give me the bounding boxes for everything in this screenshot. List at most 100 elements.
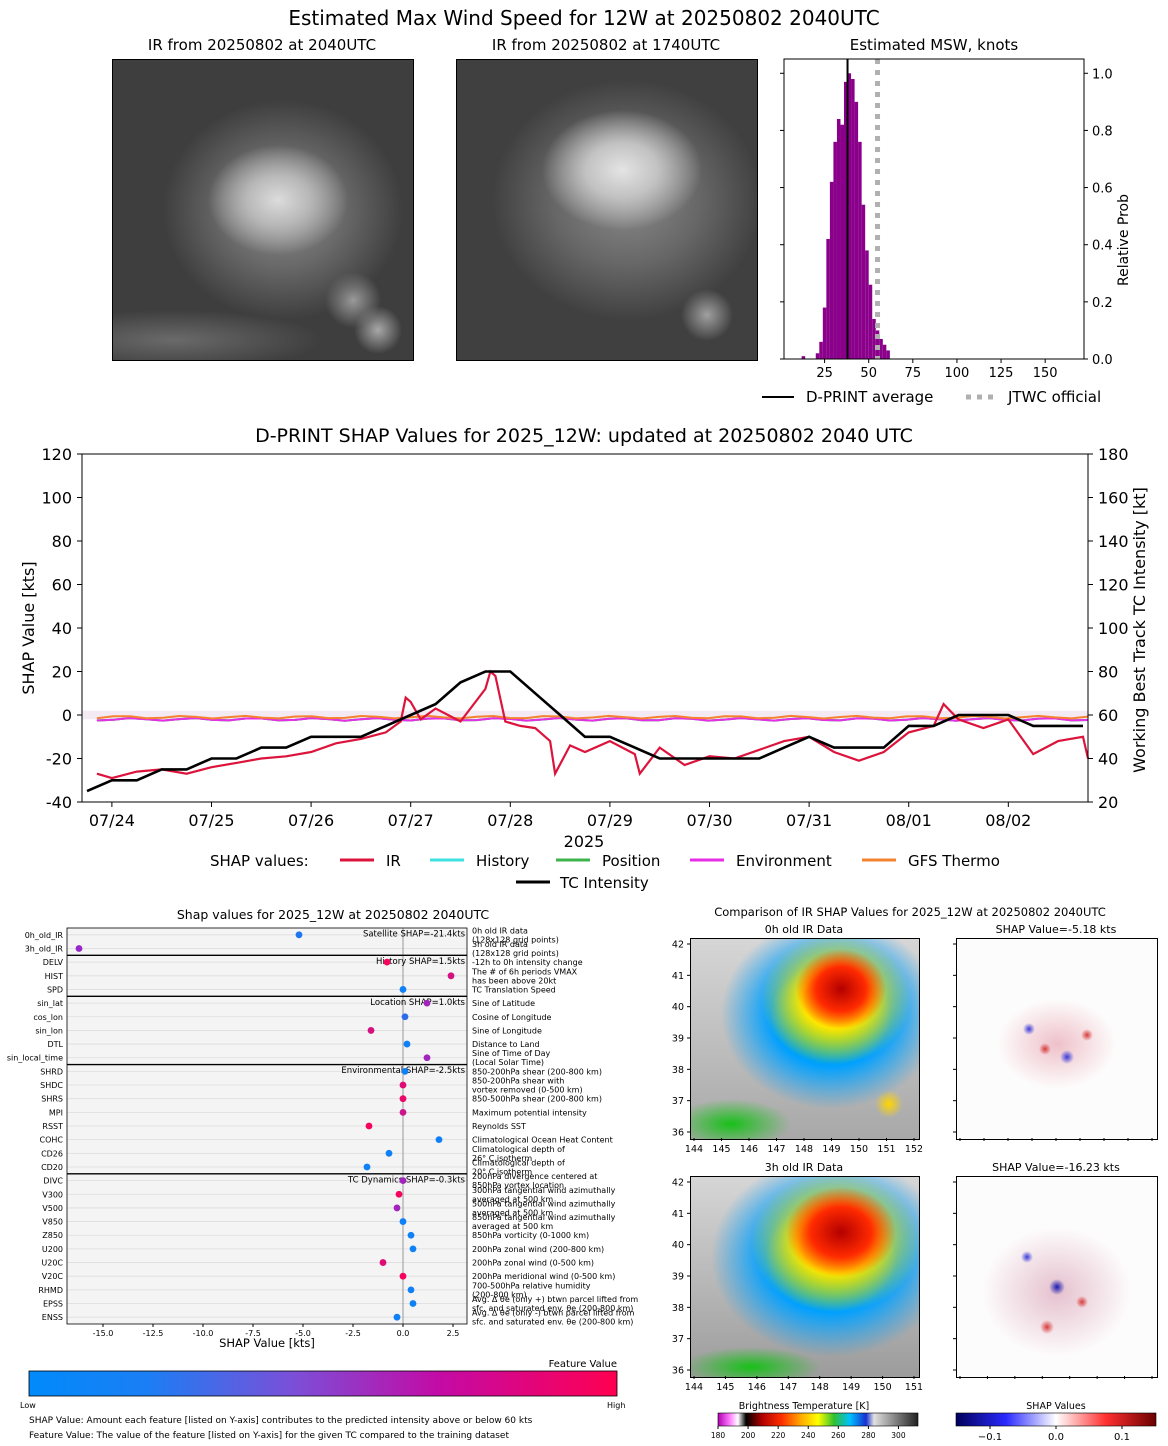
feature-point	[383, 958, 391, 966]
ts-ytick-label: 40	[52, 619, 72, 638]
shap-colorbar-tick-label: 0.1	[1114, 1432, 1130, 1443]
feature-description: Sine of Time of Day	[472, 1049, 551, 1058]
hist-bar	[819, 341, 823, 359]
hist-bar	[865, 250, 869, 359]
feature-description: Climatological depth of	[472, 1145, 565, 1154]
ir-xtick-label: 147	[779, 1382, 797, 1393]
timeseries-ylabel-left: SHAP Value [kts]	[19, 561, 38, 694]
ir-ytick-label: 36	[672, 1366, 684, 1377]
ts-ytick-right-label: 100	[1098, 619, 1129, 638]
hist-bar	[833, 141, 837, 359]
feature-description: -12h to 0h intensity change	[472, 958, 583, 967]
feature-colorbar-high: High	[607, 1401, 625, 1410]
feature-label: SHRD	[40, 1067, 63, 1076]
ir-xtick-label: 151	[905, 1382, 923, 1393]
feature-description: sfc. and saturated env. θe (200-800 km)	[472, 1318, 633, 1327]
feature-xtick-label: -10.0	[193, 1329, 214, 1338]
ir-xtick-label: 145	[716, 1382, 734, 1393]
hist-bar	[868, 284, 873, 359]
ir-xtick-label: 150	[874, 1382, 892, 1393]
feature-description: Avg. Δ θe (only +) btwn parcel lifted fr…	[472, 1295, 638, 1304]
group-label: Location SHAP=1.0kts	[370, 998, 465, 1008]
shap-colorbar-tick-label: −0.1	[978, 1432, 1002, 1443]
ir-ytick-label: 39	[672, 1272, 684, 1283]
feature-description: The # of 6h periods VMAX	[471, 967, 578, 976]
feature-point	[399, 1218, 407, 1225]
feature-description: averaged at 500 km	[472, 1208, 553, 1217]
feature-description: Sine of Longitude	[472, 1026, 542, 1035]
hist-bar	[854, 101, 859, 359]
shap-colorbar-tick-label: 0.0	[1048, 1432, 1064, 1443]
ts-ytick-right-label: 60	[1098, 706, 1118, 725]
ts-ytick-right-label: 120	[1098, 576, 1129, 595]
msw-histogram-title: Estimated MSW, knots	[850, 36, 1019, 54]
hist-xtick-label: 25	[816, 366, 833, 381]
feature-plot-frame	[66, 927, 468, 1325]
ir-ytick-label: 36	[672, 1128, 684, 1139]
feature-description: Climatological Ocean Heat Content	[472, 1136, 613, 1145]
ir-ytick-label: 37	[672, 1334, 684, 1345]
timeseries-xlabel: 2025	[564, 832, 605, 851]
ir-xtick-label: 149	[822, 1144, 840, 1155]
hist-bar	[861, 204, 866, 359]
bt-colorbar-title: Brightness Temperature [K]	[739, 1401, 869, 1412]
ts-ytick-label: 120	[41, 445, 72, 464]
feature-description: Reynolds SST	[472, 1122, 526, 1131]
feature-label: MPI	[49, 1108, 63, 1117]
feature-point	[399, 1081, 407, 1089]
group-label: Satellite SHAP=-21.4kts	[363, 930, 466, 940]
feature-label: DTL	[47, 1040, 63, 1049]
feature-description: TC Translation Speed	[471, 985, 556, 994]
ir-xtick-label: 146	[740, 1144, 758, 1155]
feature-point	[447, 972, 455, 980]
hist-ytick-label: 0.8	[1092, 124, 1113, 139]
legend-history-label: History	[476, 852, 529, 870]
feature-point	[367, 1027, 375, 1034]
ts-xtick-label: 07/24	[89, 811, 135, 830]
feature-point	[423, 1054, 431, 1062]
feature-xtick-label: -5.0	[295, 1329, 311, 1338]
hist-bar	[844, 81, 848, 359]
ts-xtick-label: 07/29	[587, 811, 633, 830]
figure-title: Estimated Max Wind Speed for 12W at 2025…	[288, 6, 880, 30]
feature-xtick-label: -2.5	[345, 1329, 361, 1338]
feature-colorbar-title: Feature Value	[549, 1359, 617, 1370]
feature-description: 200hPa divergence centered at	[472, 1172, 597, 1181]
legend-ir-label: IR	[386, 852, 401, 870]
ir-ytick-label: 41	[672, 971, 684, 982]
ir-ytick-label: 37	[672, 1096, 684, 1107]
shap0-title: SHAP Value=-5.18 kts	[995, 923, 1117, 936]
feature-label: HIST	[45, 972, 63, 981]
legend-jtwc-label: JTWC official	[1007, 388, 1101, 406]
feature-label: SPD	[47, 985, 63, 994]
feature-label: sin_lon	[35, 1026, 63, 1035]
ts-ytick-right-label: 160	[1098, 489, 1129, 508]
legend-dprint-label: D-PRINT average	[806, 388, 933, 406]
ir-xtick-label: 150	[850, 1144, 868, 1155]
feature-label: U20C	[41, 1259, 63, 1268]
ts-ytick-right-label: 20	[1098, 793, 1118, 812]
ir3-colored-image	[690, 1176, 920, 1378]
feature-point	[401, 1013, 409, 1021]
ir-xtick-label: 152	[905, 1144, 923, 1155]
hist-frame	[783, 58, 1085, 360]
feature-description: averaged at 500 km	[472, 1222, 553, 1231]
feature-xtick-label: -7.5	[245, 1329, 261, 1338]
ts-xtick-label: 07/27	[388, 811, 434, 830]
ir-ytick-label: 42	[672, 940, 684, 951]
feature-label: Z850	[42, 1231, 63, 1240]
hist-bar	[879, 339, 883, 359]
feature-description: Climatological depth of	[472, 1158, 565, 1167]
feature-description: (200-800 km)	[472, 1290, 527, 1299]
shap3-map	[956, 1176, 1158, 1378]
ir-ytick-label: 40	[672, 1240, 684, 1251]
ir-xtick-label: 148	[795, 1144, 813, 1155]
feature-description: (128x128 grid points)	[472, 949, 559, 958]
feature-description: 200hPa zonal wind (0-500 km)	[472, 1259, 594, 1268]
zero-band	[82, 710, 1088, 720]
ir-image-2040utc	[112, 59, 414, 361]
ir-xtick-label: 144	[685, 1382, 703, 1393]
feature-description: has been above 20kt	[472, 976, 556, 985]
legend-tc-label: TC Intensity	[559, 874, 649, 892]
ir-xtick-label: 144	[685, 1144, 703, 1155]
